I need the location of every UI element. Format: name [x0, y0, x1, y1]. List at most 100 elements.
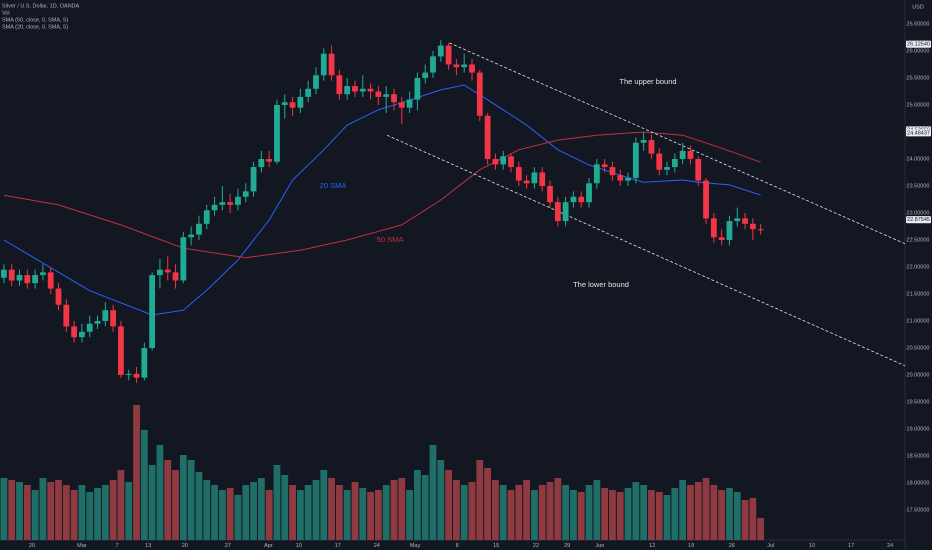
volume-bar [687, 485, 694, 540]
y-tick-label: 24.00000 [907, 156, 930, 162]
candle-body [196, 223, 202, 235]
volume-bar [679, 480, 687, 540]
candle-body [305, 88, 312, 97]
axes: 17.50000 18.00000 18.50000 19.00000 19.50000… [29, 21, 931, 549]
y-tick-label: 23.00000 [907, 210, 930, 216]
volume-bar [101, 485, 109, 540]
y-tick-label: 20.50000 [907, 345, 930, 351]
volume-bar [70, 490, 78, 540]
volume-bar [359, 488, 367, 540]
candle-body [757, 229, 764, 231]
y-tick-label: 25.00000 [907, 102, 930, 108]
candle-body [71, 326, 78, 338]
candle-body [632, 142, 639, 178]
candle-body [40, 272, 46, 276]
volume-pane [0, 405, 765, 540]
volume-bar [554, 478, 562, 540]
volume-bar [413, 470, 421, 540]
legend-line: Silver / U.S. Dollar, 1D, OANDA [2, 3, 80, 9]
candle-body [703, 180, 709, 219]
candle-body [515, 167, 522, 181]
volume-bar [445, 470, 452, 540]
volume-bar [632, 482, 640, 540]
volume-bar [117, 470, 125, 540]
y-tick-label: 25.50000 [907, 75, 930, 81]
y-tick-label: 23.50000 [907, 183, 930, 189]
candle-body [274, 104, 280, 162]
candle-body [188, 234, 195, 238]
volume-bar [304, 485, 312, 540]
y-tick-label: 19.50000 [907, 399, 930, 405]
candle-body [500, 156, 507, 165]
candle-body [523, 180, 530, 184]
candle-body [430, 56, 436, 73]
volume-bar [655, 492, 663, 540]
candle-body [211, 204, 218, 211]
candle-body [484, 115, 491, 159]
volume-bar [156, 445, 164, 540]
volume-bar [234, 495, 242, 540]
x-tick-label: 17 [335, 543, 341, 549]
y-tick-label: 19.00000 [907, 426, 930, 432]
candle-body [242, 191, 249, 197]
legend-line: Vol [2, 10, 10, 16]
sma-label: 50 SMA [377, 235, 404, 244]
volume-bar [62, 485, 70, 540]
candle-body [250, 167, 257, 192]
candle-body [266, 158, 273, 162]
volume-bar [172, 470, 179, 540]
price-label: 26.12540 [907, 42, 930, 48]
candle-body [172, 272, 179, 281]
volume-bar [78, 485, 86, 540]
y-tick-label: 22.00000 [907, 264, 930, 270]
candle-body [492, 158, 499, 165]
candle-body [359, 88, 366, 92]
volume-bar [211, 485, 218, 540]
candle-pane [1, 40, 764, 384]
x-tick-label: 24 [887, 543, 893, 549]
volume-bar [133, 405, 140, 540]
volume-bar [273, 465, 281, 540]
sma-label: 20 SMA [320, 181, 347, 190]
volume-bar [351, 482, 359, 540]
volume-bar [749, 498, 757, 540]
volume-bar [367, 492, 374, 540]
candle-body [203, 210, 210, 224]
volume-bar [663, 495, 671, 540]
volume-bar [328, 478, 335, 540]
volume-bar [718, 490, 726, 540]
y-tick-label: 18.50000 [907, 453, 930, 459]
candle-body [539, 172, 546, 186]
volume-bar [179, 455, 187, 540]
volume-bar [226, 488, 234, 540]
volume-bar [460, 485, 468, 540]
candle-body [640, 140, 647, 143]
candle-body [313, 75, 319, 89]
volume-bar [546, 482, 554, 540]
x-tick-label: 13 [145, 543, 151, 549]
candle-body [695, 158, 702, 181]
y-tick-label: 18.00000 [907, 480, 930, 486]
candle-body [157, 269, 163, 276]
candle-body [164, 269, 171, 273]
candle-body [258, 158, 265, 168]
volume-bar [296, 490, 304, 540]
candle-body [547, 185, 553, 203]
x-tick-label: 27 [225, 543, 231, 549]
candle-body [554, 202, 561, 222]
candle-body [617, 175, 624, 181]
candle-body [367, 88, 374, 92]
candle-body [648, 140, 655, 154]
volume-bar [499, 485, 507, 540]
volume-bar [640, 485, 648, 540]
volume-bar [601, 488, 609, 540]
x-tick-label: Mar [77, 543, 87, 549]
volume-bar [733, 492, 741, 540]
candle-body [149, 275, 156, 348]
x-tick-label: 12 [649, 543, 655, 549]
candle-body [671, 158, 678, 168]
volume-bar [218, 490, 226, 540]
candle-body [469, 64, 475, 73]
candle-body [414, 77, 421, 100]
